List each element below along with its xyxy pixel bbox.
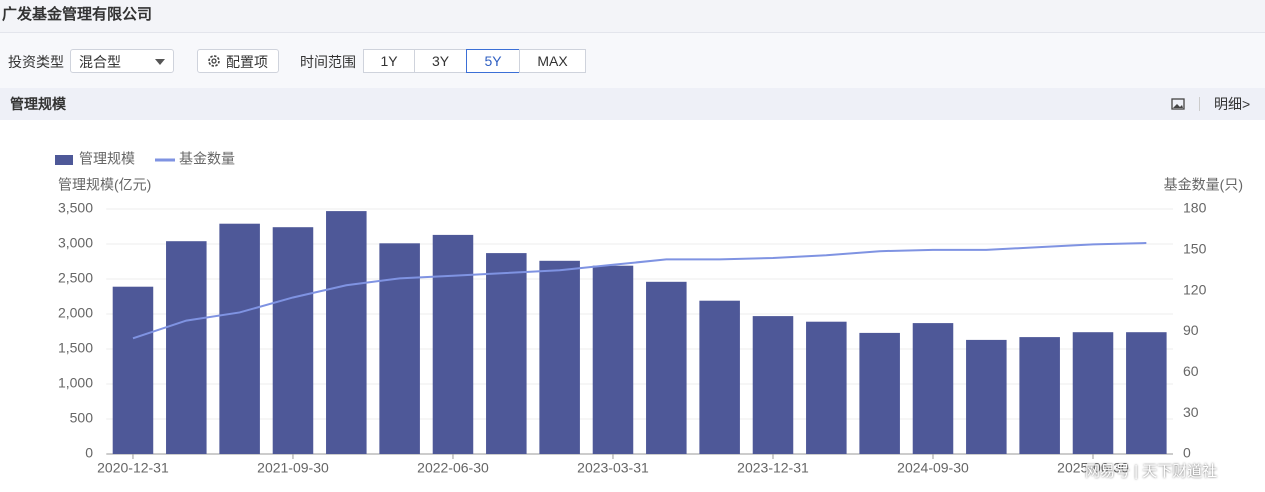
y-tick-label: 2,500 — [58, 270, 93, 286]
x-tick-label: 2022-06-30 — [417, 460, 489, 476]
type-value: 混合型 — [79, 54, 121, 70]
range-option[interactable]: 1Y — [363, 49, 415, 73]
y-tick-label: 1,500 — [58, 340, 93, 356]
y2-tick-label: 90 — [1183, 322, 1199, 338]
bar — [699, 300, 740, 454]
bar — [219, 223, 260, 454]
bar — [1126, 332, 1167, 454]
type-dropdown[interactable]: 混合型 — [70, 49, 174, 73]
y-axis-title: 管理规模(亿元) — [58, 177, 151, 193]
legend-label: 管理规模 — [79, 151, 135, 167]
bar — [966, 339, 1007, 454]
detail-link[interactable]: 明细> — [1214, 96, 1251, 112]
range-option[interactable]: MAX — [519, 49, 586, 73]
y-tick-label: 2,000 — [58, 305, 93, 321]
bar — [379, 243, 420, 454]
y2-axis-title: 基金数量(只) — [1164, 177, 1243, 193]
legend-swatch — [55, 155, 73, 165]
image-icon[interactable] — [1171, 98, 1185, 110]
bar — [646, 281, 687, 454]
bar — [166, 241, 207, 454]
divider — [1199, 97, 1200, 111]
y2-tick-label: 0 — [1183, 445, 1191, 461]
bar — [752, 316, 794, 454]
y2-tick-label: 150 — [1183, 241, 1207, 257]
bar — [592, 265, 634, 454]
section-title: 管理规模 — [10, 96, 66, 112]
bar — [912, 323, 954, 454]
gear-icon — [208, 55, 220, 67]
company-title: 广发基金管理有限公司 — [0, 0, 1265, 33]
section-header: 管理规模 明细> — [0, 88, 1265, 120]
y2-tick-label: 180 — [1183, 200, 1207, 216]
watermark-author: 天下财道社 — [1142, 463, 1218, 480]
bar — [806, 321, 847, 454]
caret — [155, 59, 165, 65]
x-tick-label: 2025-06-30 — [1057, 460, 1129, 476]
y2-tick-label: 60 — [1183, 363, 1199, 379]
y-tick-label: 500 — [70, 410, 94, 426]
bar — [1019, 337, 1060, 454]
y2-tick-label: 30 — [1183, 404, 1199, 420]
config-text: 配置项 — [226, 54, 268, 70]
y2-tick-label: 120 — [1183, 281, 1207, 297]
watermark-source: 网易号 — [1085, 463, 1131, 480]
bar — [539, 260, 580, 454]
bar — [1072, 332, 1114, 454]
config-button[interactable]: 配置项 — [197, 49, 279, 73]
x-tick-label: 2023-12-31 — [737, 460, 809, 476]
bar — [432, 234, 474, 454]
watermark: 网易号 | 天下财道社 — [1085, 463, 1218, 480]
x-tick-label: 2024-09-30 — [897, 460, 969, 476]
legend-label: 基金数量 — [179, 151, 235, 167]
y-tick-label: 1,000 — [58, 375, 93, 391]
bar — [272, 227, 314, 454]
toolbar: 投资类型 混合型 配置项 时间范围 1Y 3Y 5Y MAX — [0, 33, 1265, 88]
x-tick-label: 2021-09-30 — [257, 460, 329, 476]
y-tick-label: 3,500 — [58, 200, 93, 216]
line — [132, 242, 1147, 340]
x-tick-label: 2020-12-31 — [97, 460, 169, 476]
bar — [486, 253, 527, 454]
bar — [112, 286, 154, 454]
y-tick-label: 3,000 — [58, 235, 93, 251]
range-label: 时间范围 — [300, 54, 356, 70]
bar — [326, 211, 367, 454]
chart: 0 500 1,000 1,500 2,000 2,500 3,000 3,500 0 30 60 9… — [55, 151, 1243, 476]
y-tick-label: 0 — [85, 445, 93, 461]
range-option[interactable]: 5Y — [466, 49, 520, 73]
x-tick-label: 2023-03-31 — [577, 460, 649, 476]
range-option[interactable]: 3Y — [414, 49, 467, 73]
bar — [859, 332, 900, 454]
type-label: 投资类型 — [8, 54, 64, 70]
